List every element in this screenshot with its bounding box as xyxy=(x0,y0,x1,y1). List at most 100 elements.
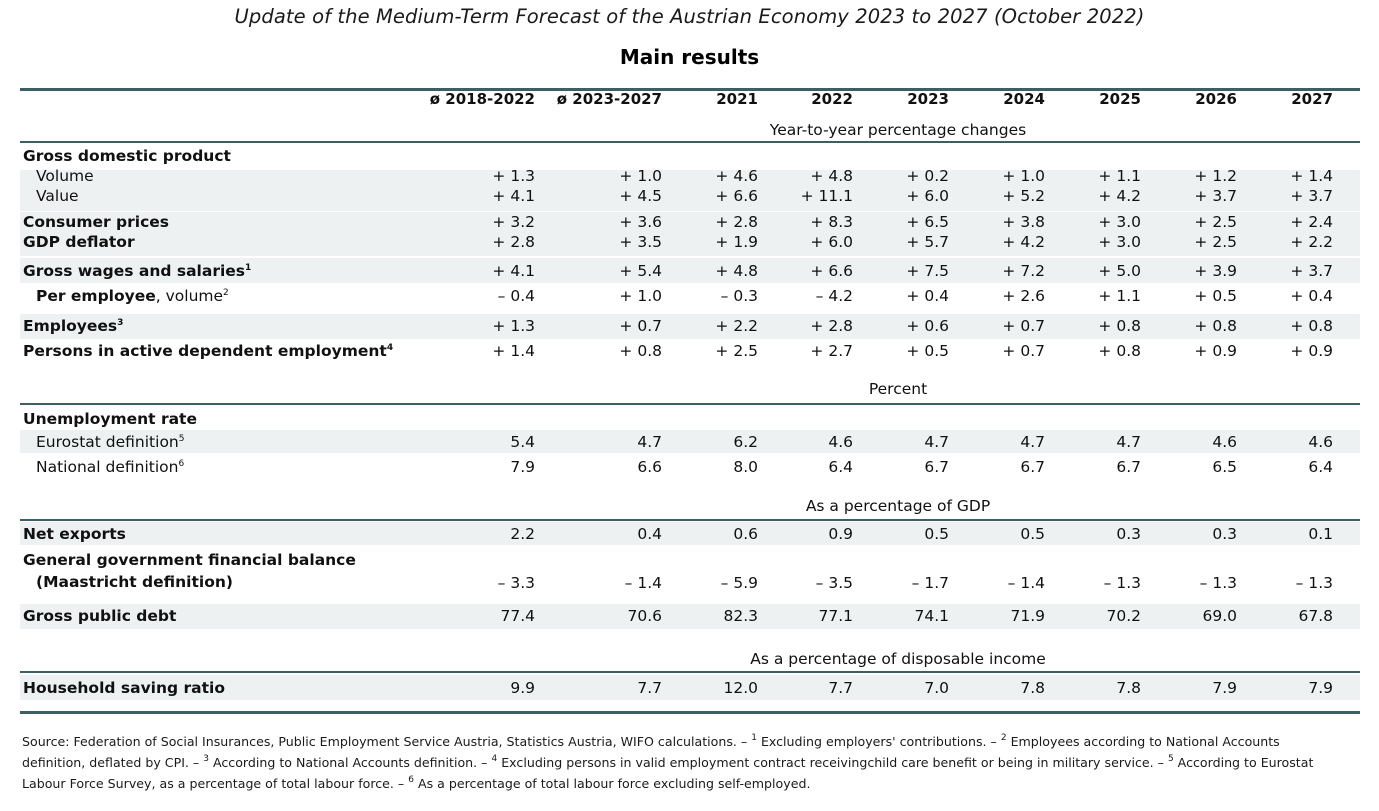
table-cell: + 0.9 xyxy=(1194,342,1237,360)
row-label-saving: Household saving ratio xyxy=(23,679,225,697)
table-cell: – 3.3 xyxy=(497,574,535,592)
table-cell: – 1.4 xyxy=(624,574,662,592)
row-label-deflator: GDP deflator xyxy=(23,233,135,251)
table-cell: + 0.8 xyxy=(1098,317,1141,335)
row-label-net-exports: Net exports xyxy=(23,525,126,543)
row-band xyxy=(20,604,1360,629)
table-cell: + 3.0 xyxy=(1098,233,1141,251)
table-cell: + 0.8 xyxy=(1290,317,1333,335)
table-cell: + 1.0 xyxy=(1002,167,1045,185)
row-band xyxy=(20,522,1360,545)
table-cell: + 6.6 xyxy=(810,262,853,280)
row-band xyxy=(20,430,1360,453)
row-label-persons: Persons in active dependent employment4 xyxy=(23,342,393,360)
table-cell: + 3.7 xyxy=(1194,187,1237,205)
table-cell: 77.1 xyxy=(818,607,853,625)
table-cell: 0.5 xyxy=(924,525,949,543)
row-label-text: National definition xyxy=(36,458,179,476)
table-cell: 0.5 xyxy=(1020,525,1045,543)
table-cell: 4.6 xyxy=(1308,433,1333,451)
column-header: 2025 xyxy=(1099,90,1141,108)
table-cell: + 2.2 xyxy=(715,317,758,335)
table-cell: + 4.5 xyxy=(619,187,662,205)
table-cell: + 0.5 xyxy=(1194,287,1237,305)
row-label-text: Gross wages and salaries xyxy=(23,262,246,280)
table-cell: 8.0 xyxy=(733,458,758,476)
row-label-text: GDP deflator xyxy=(23,233,135,251)
row-label-wages: Gross wages and salaries1 xyxy=(23,262,251,280)
table-cell: 7.9 xyxy=(1308,679,1333,697)
table-cell: + 3.7 xyxy=(1290,187,1333,205)
table-cell: 7.0 xyxy=(924,679,949,697)
table-cell: + 5.2 xyxy=(1002,187,1045,205)
table-cell: 67.8 xyxy=(1298,607,1333,625)
row-band xyxy=(20,675,1360,700)
table-cell: + 3.9 xyxy=(1194,262,1237,280)
row-label-unemployment: Unemployment rate xyxy=(23,410,197,428)
table-cell: 70.6 xyxy=(627,607,662,625)
table-cell: 7.8 xyxy=(1020,679,1045,697)
row-label-eurostat: Eurostat definition5 xyxy=(36,433,184,451)
bottom-rule xyxy=(20,711,1360,714)
row-label-text: Volume xyxy=(36,167,94,185)
table-cell: + 2.5 xyxy=(1194,233,1237,251)
section-caption: Percent xyxy=(868,380,928,398)
table-cell: 4.7 xyxy=(1116,433,1141,451)
table-cell: – 1.3 xyxy=(1103,574,1141,592)
table-cell: 7.7 xyxy=(637,679,662,697)
row-label-public-debt: Gross public debt xyxy=(23,607,176,625)
table-cell: + 7.2 xyxy=(1002,262,1045,280)
table-cell: 69.0 xyxy=(1202,607,1237,625)
row-label-national: National definition6 xyxy=(36,458,184,476)
table-cell: + 1.0 xyxy=(619,287,662,305)
table-cell: + 4.1 xyxy=(492,262,535,280)
table-cell: 4.7 xyxy=(1020,433,1045,451)
table-cell: + 2.8 xyxy=(715,213,758,231)
section-rule xyxy=(20,519,1360,521)
table-cell: + 5.0 xyxy=(1098,262,1141,280)
column-header: 2026 xyxy=(1195,90,1237,108)
column-header: 2024 xyxy=(1003,90,1045,108)
table-cell: 6.4 xyxy=(1308,458,1333,476)
table-cell: + 8.3 xyxy=(810,213,853,231)
table-cell: 0.3 xyxy=(1116,525,1141,543)
table-cell: 70.2 xyxy=(1106,607,1141,625)
top-rule xyxy=(20,88,1360,91)
table-cell: – 1.3 xyxy=(1295,574,1333,592)
table-cell: 6.7 xyxy=(1116,458,1141,476)
table-cell: 7.9 xyxy=(510,458,535,476)
table-cell: – 5.9 xyxy=(720,574,758,592)
table-cell: 4.6 xyxy=(828,433,853,451)
section-caption: Year-to-year percentage changes xyxy=(769,121,1027,139)
column-header: ø 2018-2022 xyxy=(429,90,535,108)
table-cell: + 4.8 xyxy=(810,167,853,185)
section-caption: As a percentage of GDP xyxy=(805,497,991,515)
table-title: Main results xyxy=(619,45,760,69)
table-cell: 6.7 xyxy=(924,458,949,476)
table-cell: – 0.4 xyxy=(497,287,535,305)
table-cell: 7.7 xyxy=(828,679,853,697)
table-cell: 7.8 xyxy=(1116,679,1141,697)
row-label-continuation: (Maastricht definition) xyxy=(36,573,233,591)
table-cell: + 0.4 xyxy=(1290,287,1333,305)
table-cell: – 0.3 xyxy=(720,287,758,305)
table-cell: – 1.7 xyxy=(911,574,949,592)
table-cell: 12.0 xyxy=(723,679,758,697)
table-cell: 0.3 xyxy=(1212,525,1237,543)
section-rule xyxy=(20,671,1360,673)
table-cell: + 2.5 xyxy=(715,342,758,360)
table-cell: – 3.5 xyxy=(815,574,853,592)
table-cell: 0.1 xyxy=(1308,525,1333,543)
table-cell: + 6.5 xyxy=(906,213,949,231)
footnote-marker: 3 xyxy=(117,318,124,328)
table-cell: 6.5 xyxy=(1212,458,1237,476)
table-cell: 6.4 xyxy=(828,458,853,476)
table-cell: + 2.6 xyxy=(1002,287,1045,305)
table-cell: + 7.5 xyxy=(906,262,949,280)
table-cell: 82.3 xyxy=(723,607,758,625)
section-rule xyxy=(20,403,1360,405)
table-cell: + 6.0 xyxy=(810,233,853,251)
table-cell: + 1.9 xyxy=(715,233,758,251)
row-label-text: Gross domestic product xyxy=(23,147,231,165)
row-label-text: Persons in active dependent employment xyxy=(23,342,387,360)
